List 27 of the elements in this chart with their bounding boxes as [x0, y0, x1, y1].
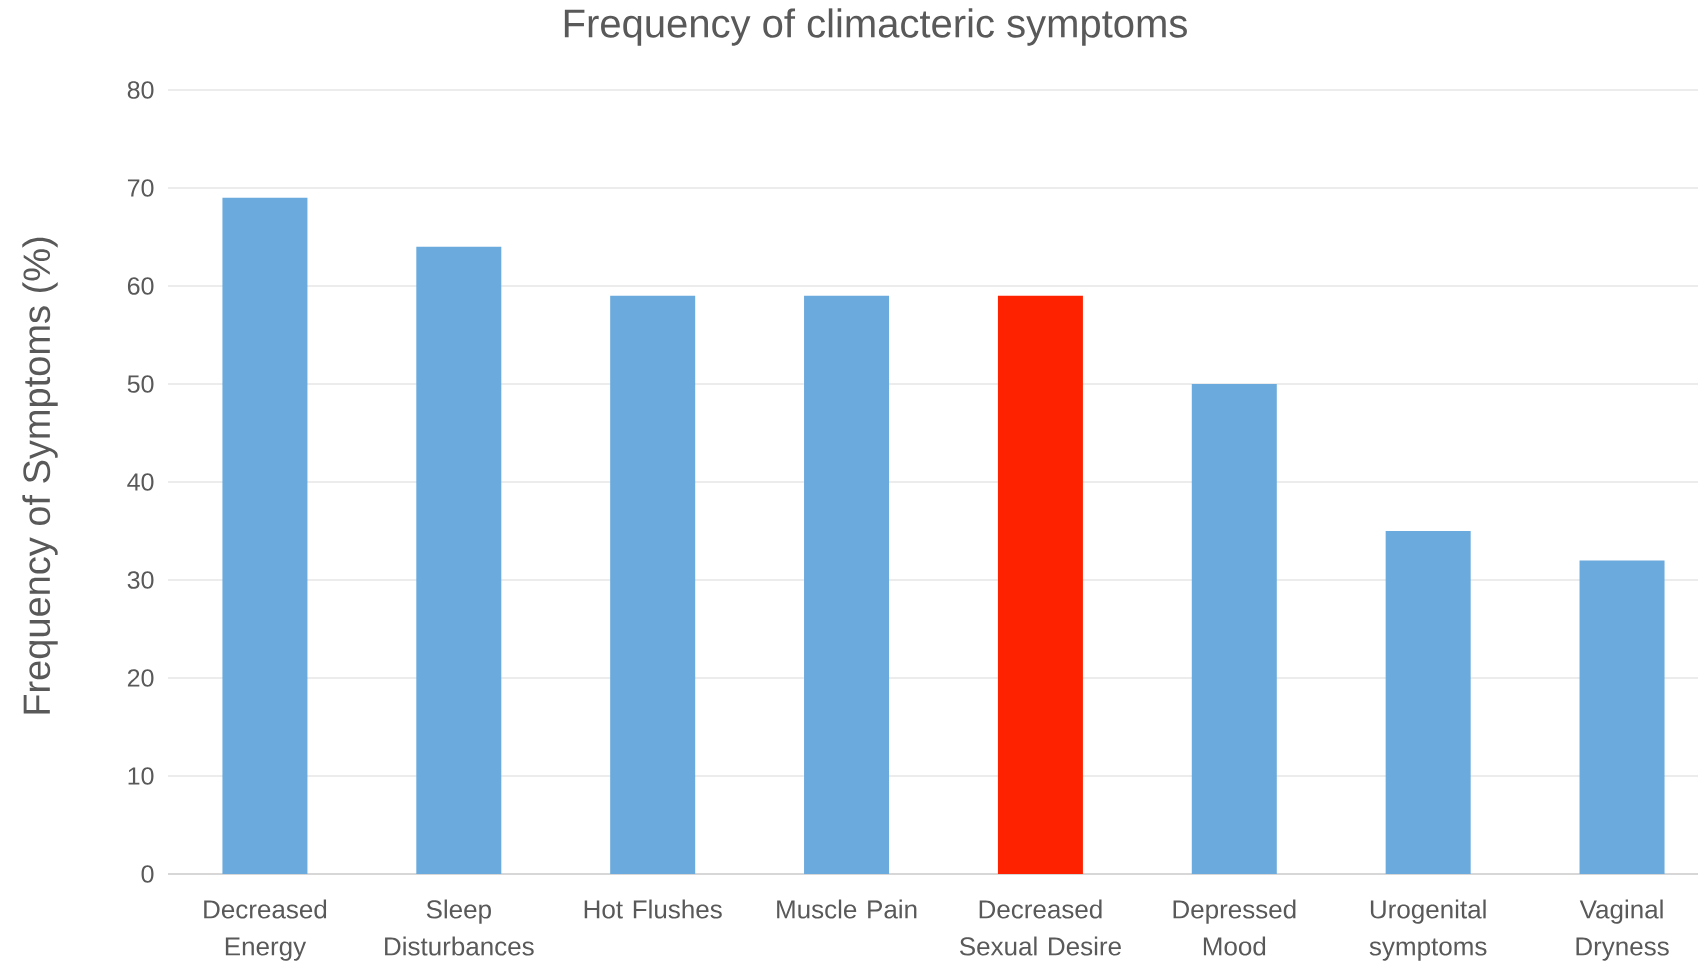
bar [1579, 560, 1665, 874]
y-tick-label: 0 [141, 865, 154, 883]
y-tick-label: 70 [127, 179, 154, 197]
bar [1385, 531, 1471, 874]
y-tick-label: 20 [127, 669, 154, 687]
bar [416, 246, 502, 874]
bar [610, 295, 696, 874]
y-tick-label: 40 [127, 473, 154, 491]
x-tick-label: Urogenital symptoms [1369, 899, 1487, 961]
y-tick-label: 10 [128, 767, 154, 785]
bar [1191, 384, 1277, 874]
bar [997, 295, 1083, 874]
x-tick-label: Depressed Mood [1173, 899, 1296, 956]
bar [804, 295, 890, 874]
chart-title: Frequency of climacteric symptoms [564, 8, 1187, 46]
x-tick-label: Decreased Energy [204, 899, 327, 961]
y-tick-label: 50 [127, 375, 154, 393]
y-axis-title: Frequency of Symptoms (%) [22, 237, 58, 714]
y-tick-label: 80 [127, 81, 154, 99]
bar [222, 197, 308, 874]
x-tick-label: Muscle Pain [777, 899, 917, 919]
y-tick-label: 60 [127, 277, 154, 295]
x-tick-label: Hot Flushes [584, 899, 722, 919]
x-tick-label: Decreased Sexual Desire [959, 899, 1121, 956]
x-tick-label: Vaginal Dryness [1576, 899, 1669, 961]
x-tick-label: Sleep Disturbances [385, 899, 534, 956]
y-tick-label: 30 [127, 571, 154, 589]
